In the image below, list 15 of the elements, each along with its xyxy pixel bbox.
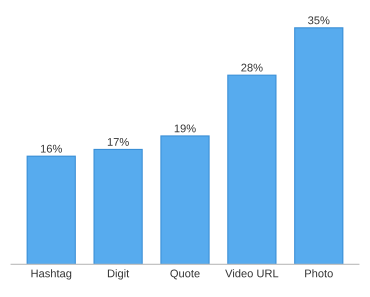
data-label: 17%: [108, 138, 129, 146]
bar: [160, 135, 210, 264]
data-label: 16%: [40, 144, 62, 153]
x-tick-label: Video URL: [225, 269, 278, 278]
x-tick-label: Photo: [305, 269, 333, 278]
bar: [26, 156, 76, 264]
bar: [227, 74, 277, 264]
x-tick-label: Quote: [170, 269, 200, 280]
bar: [294, 27, 344, 264]
data-label: 35%: [308, 16, 330, 24]
x-tick-label: Digit: [108, 269, 130, 280]
data-label: 19%: [174, 124, 196, 132]
bar: [93, 148, 143, 264]
x-tick-label: Hashtag: [31, 269, 72, 280]
data-label: 28%: [241, 64, 263, 72]
